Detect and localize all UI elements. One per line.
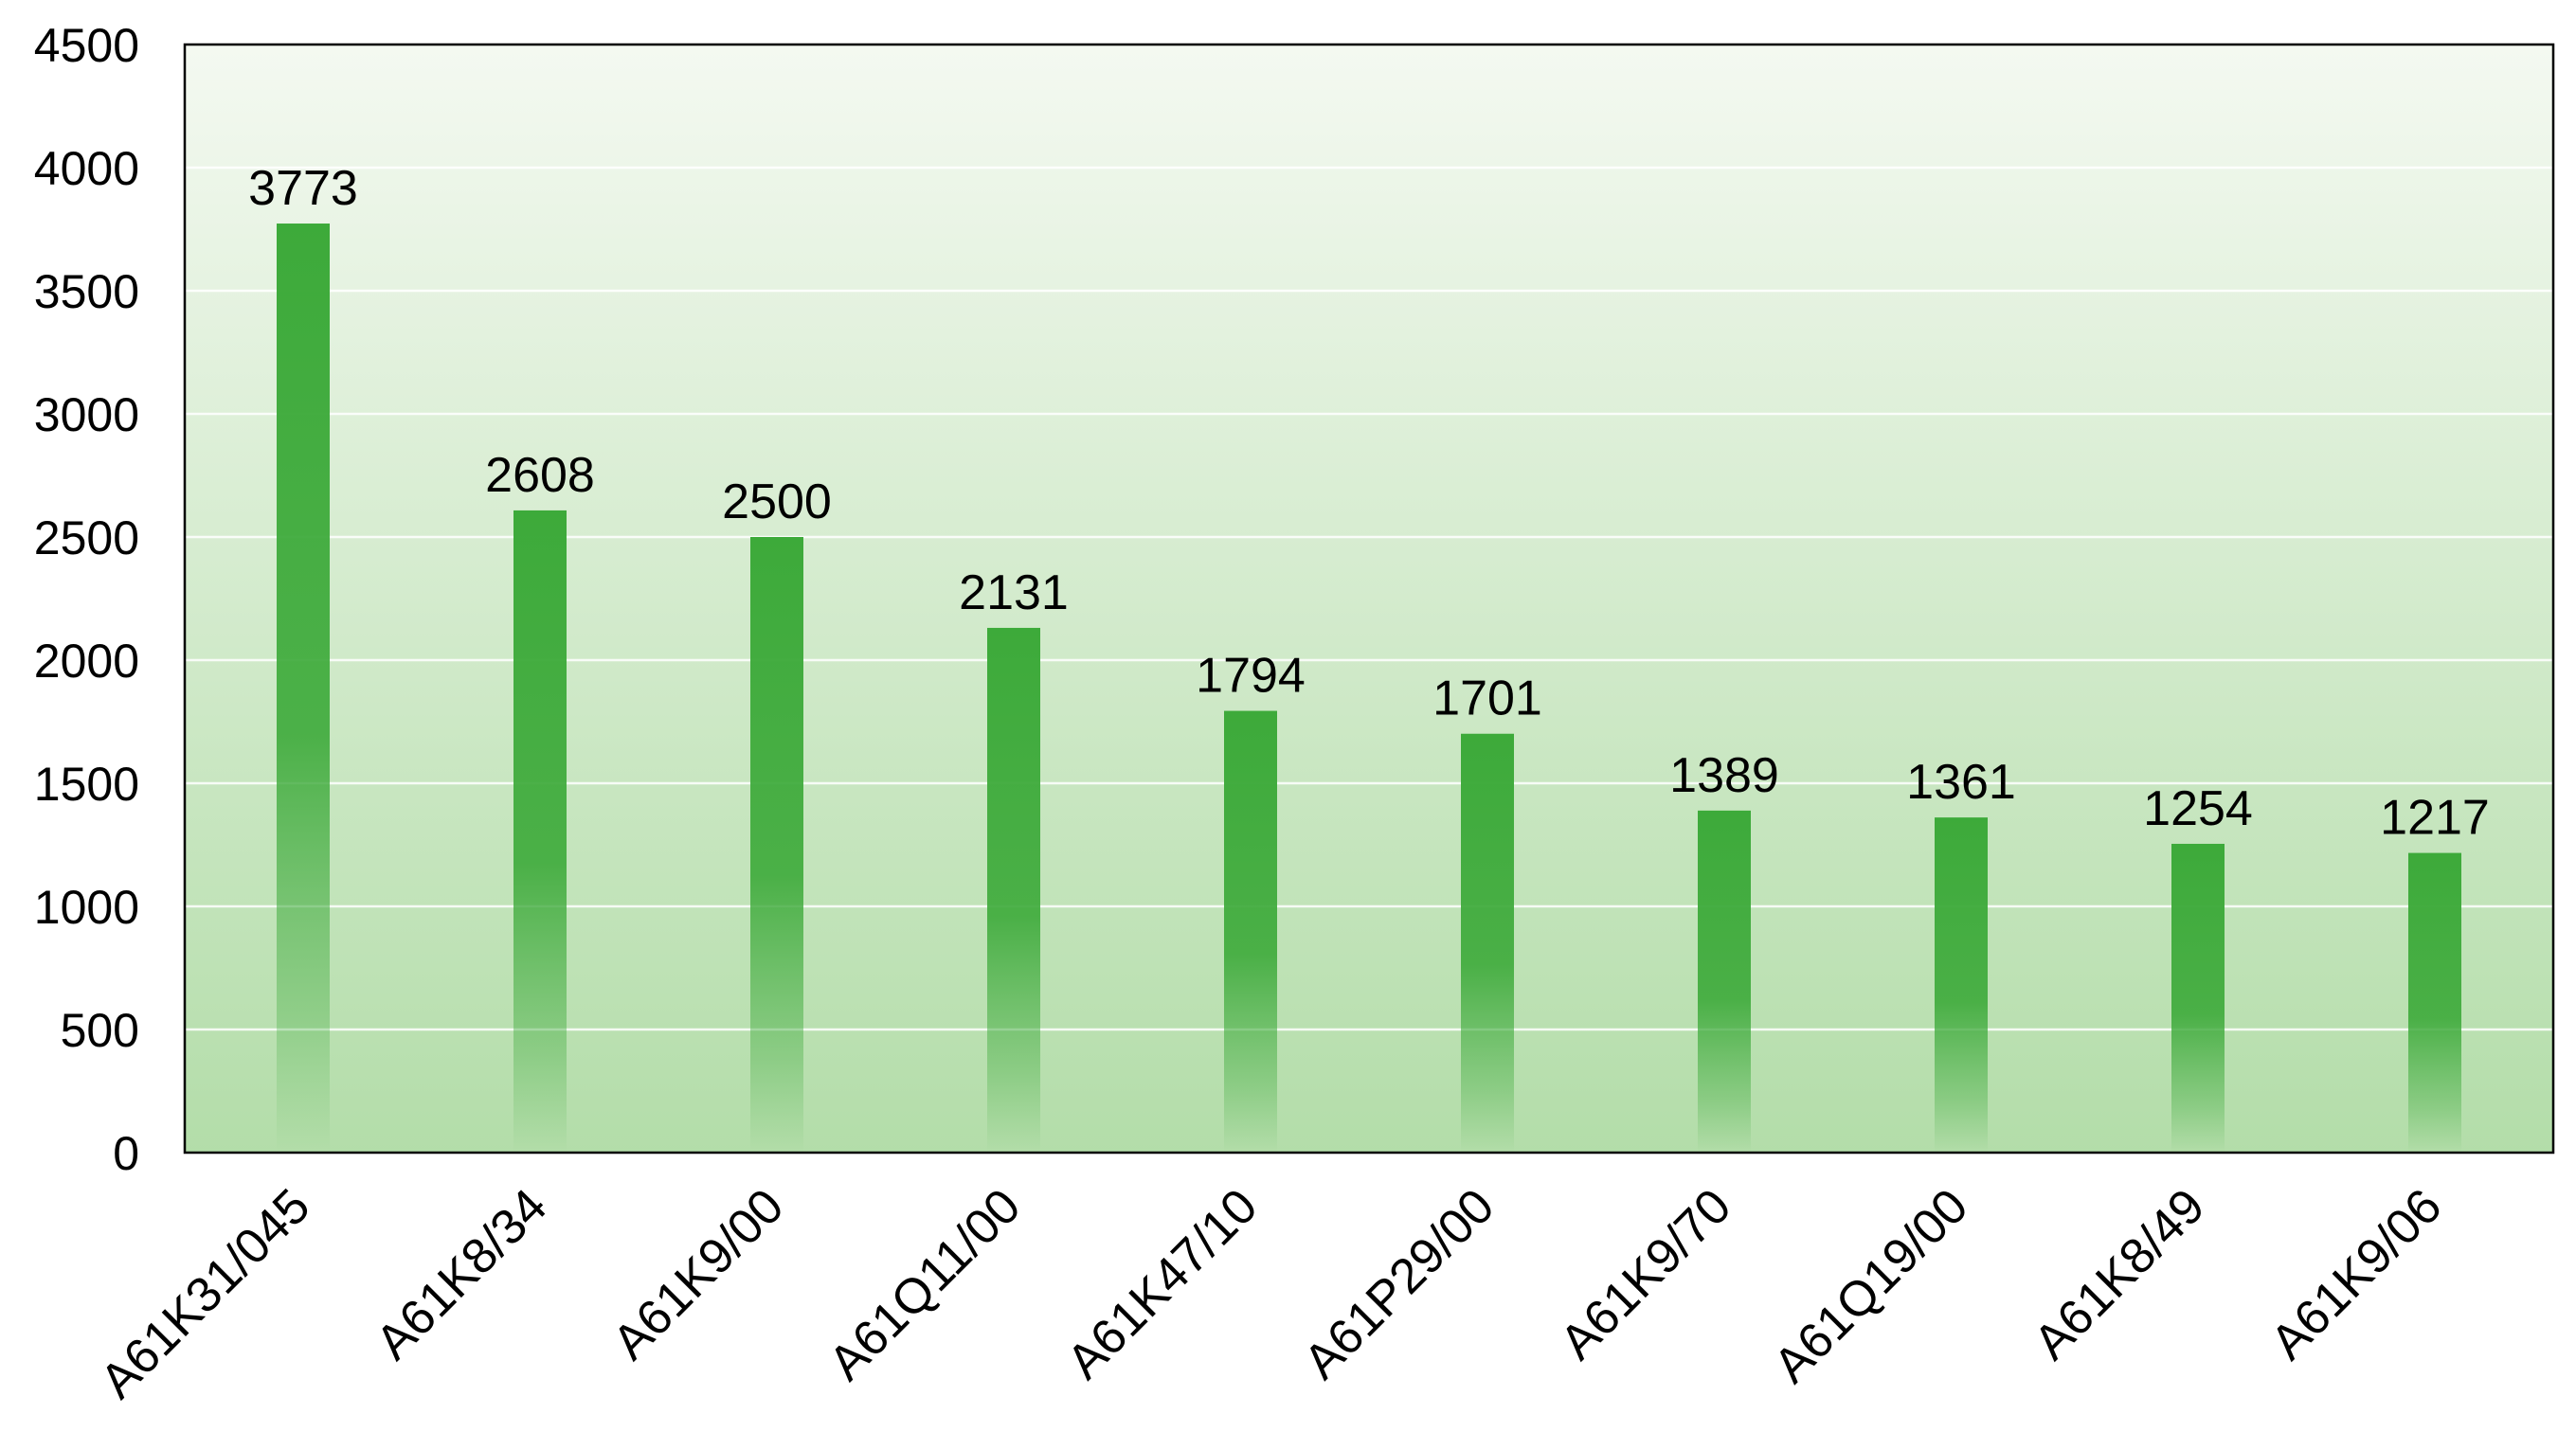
x-category-label: A61Q11/00: [819, 1178, 1031, 1390]
bar-value-label: 2608: [485, 448, 595, 503]
y-tick-label: 2500: [34, 511, 139, 564]
x-axis-labels: A61K31/045 A61K8/34 A61K9/00 A61Q11/00 A61K4…: [90, 1178, 2452, 1408]
plot-area: [185, 45, 2553, 1153]
bar: [750, 537, 803, 1153]
x-category-label: A61K8/34: [366, 1178, 558, 1370]
x-category-label: A61K31/045: [90, 1178, 320, 1408]
x-category-label: A61Q19/00: [1763, 1178, 1978, 1393]
bar-value-label: 1217: [2380, 791, 2490, 846]
bar: [1461, 733, 1514, 1153]
y-tick-label: 0: [113, 1127, 139, 1180]
x-category-label: A61K8/49: [2024, 1178, 2216, 1370]
y-axis-ticks: 0 500 1000 1500 2000 2500 3000 3500 4000 4500: [34, 19, 139, 1180]
bar: [1698, 810, 1751, 1153]
grid-lines: [185, 166, 2553, 1031]
x-category-label: A61K9/06: [2261, 1178, 2453, 1370]
x-category-label: A61K9/00: [603, 1178, 795, 1370]
bar: [513, 510, 567, 1153]
bar: [1935, 817, 1988, 1153]
bar: [1224, 710, 1277, 1153]
y-tick-label: 3000: [34, 388, 139, 441]
y-tick-label: 2000: [34, 635, 139, 688]
bar-value-label: 1254: [2143, 781, 2253, 836]
value-labels: 3773 2608 2500 2131 1794 1701 1389 1361 1254 1217: [248, 161, 2490, 846]
x-category-label: A61K9/70: [1550, 1178, 1742, 1370]
x-category-label: A61K47/10: [1057, 1178, 1269, 1389]
bar-value-label: 2131: [959, 565, 1069, 620]
bar: [2171, 843, 2225, 1153]
bar: [2408, 852, 2461, 1153]
bar-value-label: 2500: [722, 474, 832, 529]
bar: [987, 627, 1040, 1153]
y-tick-label: 4000: [34, 142, 139, 195]
bar-value-label: 1361: [1906, 755, 2016, 810]
y-tick-label: 500: [61, 1004, 139, 1057]
y-tick-label: 1000: [34, 881, 139, 934]
bars: [277, 224, 2461, 1153]
y-tick-label: 3500: [34, 265, 139, 318]
bar: [277, 224, 330, 1153]
bar-value-label: 1389: [1669, 748, 1779, 803]
bar-value-label: 1794: [1196, 649, 1306, 704]
x-category-label: A61P29/00: [1294, 1178, 1505, 1389]
plot-frame: [183, 43, 2555, 1155]
y-tick-label: 1500: [34, 758, 139, 811]
bar-value-label: 3773: [248, 161, 358, 216]
y-tick-label: 4500: [34, 19, 139, 72]
bar-value-label: 1701: [1432, 671, 1542, 726]
